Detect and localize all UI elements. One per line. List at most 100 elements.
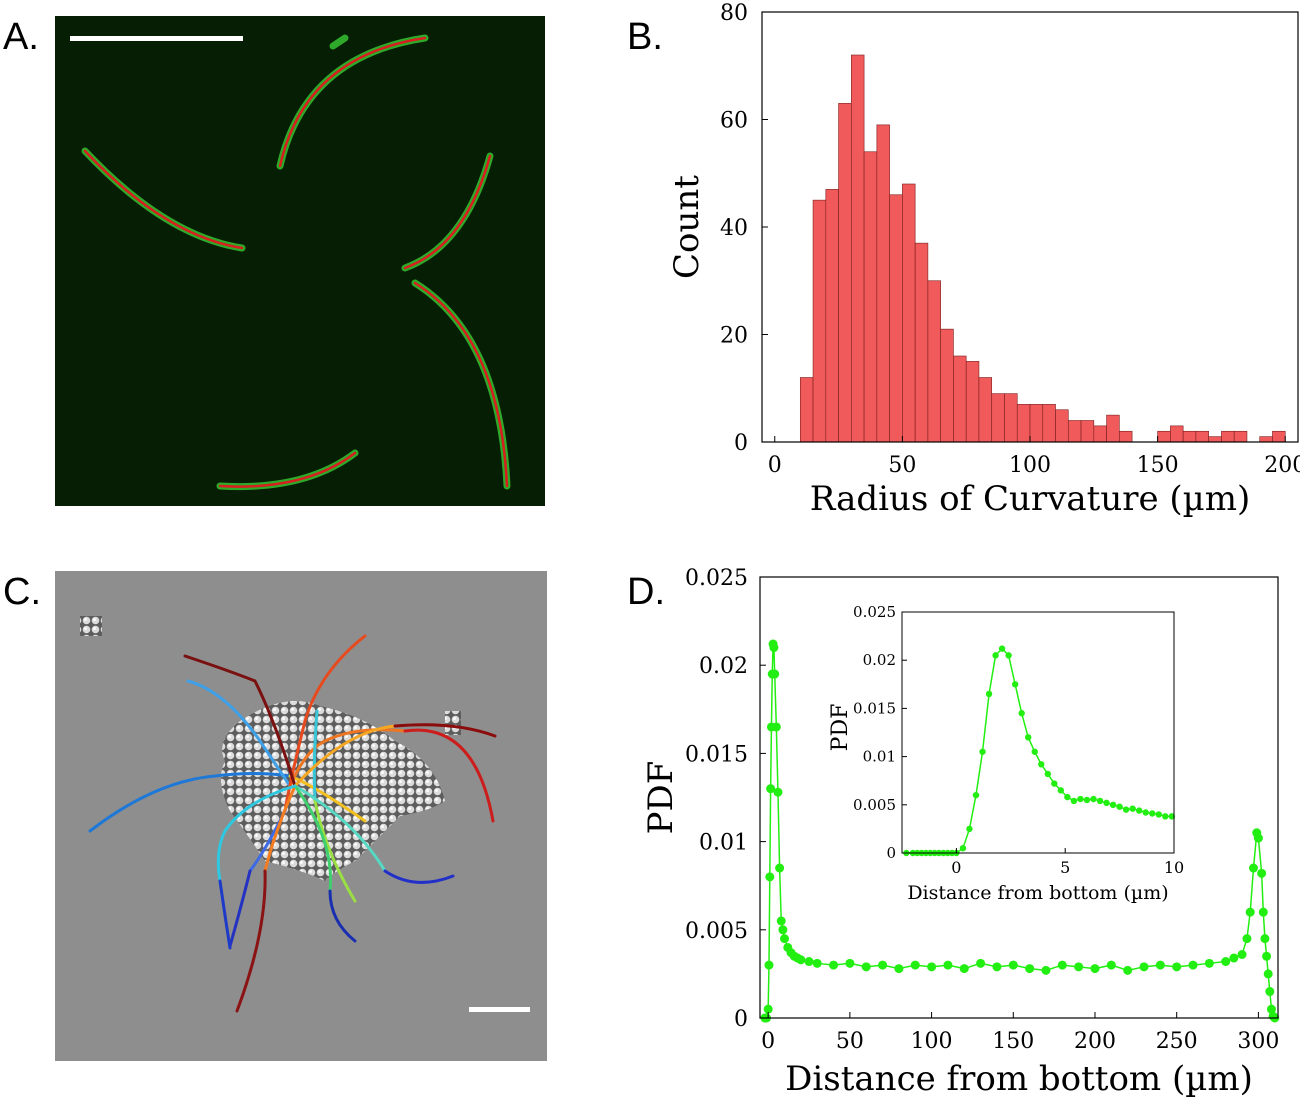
x-tick-label: 150 xyxy=(1137,453,1179,478)
histogram-bar xyxy=(1170,425,1184,443)
histogram-bar xyxy=(1016,404,1031,443)
data-point xyxy=(1248,863,1258,873)
y-axis-label: PDF xyxy=(641,761,681,835)
data-point xyxy=(1253,833,1263,843)
data-point xyxy=(771,722,781,732)
inset-data-point xyxy=(966,825,973,833)
data-point xyxy=(1074,962,1084,972)
inset-data-point xyxy=(1090,795,1097,803)
data-point xyxy=(959,964,969,974)
panel-label-b: B. xyxy=(627,16,663,58)
inset-data-point xyxy=(1129,805,1136,812)
panel-label-c: C. xyxy=(3,571,41,613)
x-tick-label: 100 xyxy=(911,1029,953,1054)
inset-data-point xyxy=(972,791,980,799)
data-point xyxy=(780,934,790,944)
inset-y-tick-label: 0.015 xyxy=(853,699,896,717)
inset-data-point xyxy=(1142,809,1149,816)
histogram-bar xyxy=(927,280,941,443)
inset-data-point xyxy=(1077,795,1084,803)
inset-data-point xyxy=(1083,796,1091,804)
inset-data-point xyxy=(1011,681,1019,688)
histogram-bar xyxy=(825,189,839,443)
inset-frame xyxy=(901,611,1175,854)
y-tick-label: 0.01 xyxy=(699,831,748,856)
data-point xyxy=(763,1004,773,1014)
inset-data-point xyxy=(1044,770,1051,778)
histogram-bar xyxy=(876,124,890,443)
inset-x-tick-label: 0 xyxy=(951,858,961,877)
y-tick-label: 0 xyxy=(734,1007,748,1032)
inset-data-point xyxy=(985,690,993,698)
histogram-bar xyxy=(812,199,827,443)
inset-data-point xyxy=(1149,810,1156,817)
data-point xyxy=(910,960,920,970)
y-tick-label: 80 xyxy=(720,1,748,26)
data-point xyxy=(1041,965,1051,975)
data-point xyxy=(1057,960,1067,970)
histogram-bar xyxy=(1208,436,1222,443)
x-tick-label: 0 xyxy=(761,1029,775,1054)
histogram-bar xyxy=(1080,420,1095,443)
data-point xyxy=(894,964,904,974)
x-tick-label: 200 xyxy=(1074,1029,1116,1054)
data-point xyxy=(773,787,783,797)
data-point xyxy=(1263,969,1273,979)
inset-data-point xyxy=(1031,748,1038,755)
panel-label-d: D. xyxy=(627,571,665,613)
histogram-bar xyxy=(1055,409,1069,443)
histogram-bar xyxy=(991,393,1005,443)
y-tick-label: 0.005 xyxy=(685,919,748,944)
data-point xyxy=(1139,962,1149,972)
data-point xyxy=(1258,907,1268,917)
x-tick-label: 150 xyxy=(992,1029,1034,1054)
data-point xyxy=(1265,987,1275,997)
histogram-bar xyxy=(1119,430,1133,443)
x-axis-label: Radius of Curvature (µm) xyxy=(810,479,1251,519)
histogram-bar xyxy=(940,328,954,443)
y-tick-label: 0 xyxy=(734,431,748,456)
histogram-bar xyxy=(1067,420,1082,443)
inset-data-point xyxy=(1070,797,1078,805)
inset-data-point xyxy=(1057,787,1065,794)
inset-background xyxy=(902,612,1174,853)
inset-data-point xyxy=(1096,797,1104,805)
data-point xyxy=(769,643,779,653)
histogram-bar xyxy=(838,103,852,443)
histogram-bar xyxy=(851,54,865,443)
inset-x-tick-label: 5 xyxy=(1060,858,1070,877)
inset-y-tick-label: 0 xyxy=(886,844,896,862)
data-point xyxy=(765,872,775,882)
data-point xyxy=(796,955,806,965)
inset-data-point xyxy=(1162,813,1169,820)
inset-data-point xyxy=(1116,803,1123,810)
data-point xyxy=(812,958,822,968)
histogram-bar xyxy=(863,151,878,443)
inset-data-point xyxy=(1025,734,1032,741)
data-point xyxy=(764,960,774,970)
histogram-bar xyxy=(1004,393,1018,443)
inset-data-point xyxy=(979,748,986,755)
y-tick-label: 0.025 xyxy=(685,566,748,591)
scale-bar xyxy=(469,1007,530,1012)
inset-y-tick-label: 0.02 xyxy=(863,651,896,669)
axis-ticks: 0 50 100 150 200 250 30000.0050.010.0150.020.0… xyxy=(685,566,1279,1054)
data-point xyxy=(878,960,888,970)
x-axis-label: Distance from bottom (µm) xyxy=(785,1059,1253,1099)
histogram-bar xyxy=(965,361,980,443)
histogram-bar xyxy=(914,242,929,443)
inset-data-point xyxy=(992,652,999,659)
data-point xyxy=(1090,964,1100,974)
plot-frame xyxy=(759,576,1279,1019)
data-point xyxy=(1188,960,1198,970)
data-point xyxy=(804,957,814,967)
data-point xyxy=(776,916,786,926)
inset-data-point xyxy=(1135,807,1143,814)
x-tick-label: 250 xyxy=(1156,1029,1198,1054)
data-point xyxy=(1262,951,1272,961)
inset-y-tick-label: 0.005 xyxy=(853,796,896,814)
histogram-bar xyxy=(953,355,967,443)
data-point xyxy=(992,962,1002,972)
data-point xyxy=(1221,957,1231,967)
data-point xyxy=(1204,958,1214,968)
